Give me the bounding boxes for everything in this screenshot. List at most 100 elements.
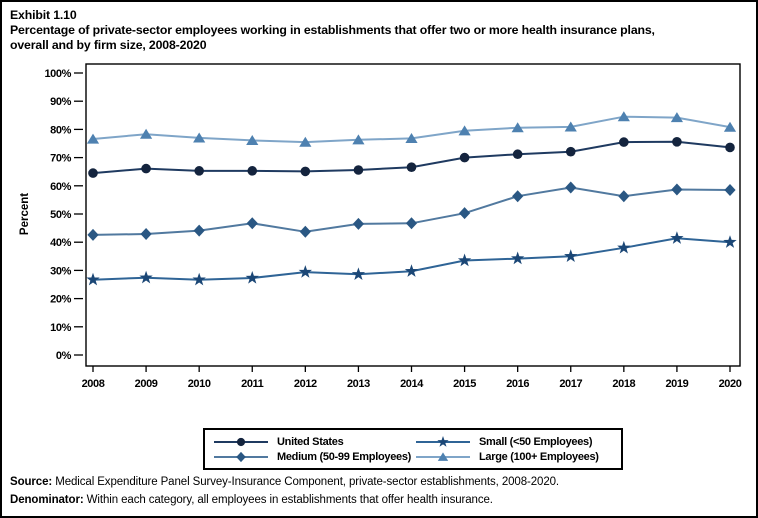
triangle-marker bbox=[352, 134, 365, 145]
x-tick-label: 2015 bbox=[453, 378, 476, 390]
circle-marker bbox=[459, 152, 470, 163]
chart-svg: 0% 10% 20% 30% 40% 50% 60% 70% 80% 90% 100% Percent… bbox=[19, 63, 742, 390]
circle-marker bbox=[619, 137, 629, 147]
x-tick-label: 2018 bbox=[612, 378, 635, 390]
star-marker bbox=[86, 272, 100, 286]
triangle-marker bbox=[86, 133, 100, 144]
legend-sample-medium bbox=[214, 451, 268, 462]
diamond-marker bbox=[671, 183, 683, 196]
star-marker bbox=[723, 235, 737, 248]
legend-item-united-states: United States bbox=[213, 435, 415, 449]
y-tick-label: 0% bbox=[56, 350, 72, 362]
legend-item-large: Large (100+ Employees) bbox=[415, 450, 617, 464]
star-marker bbox=[298, 265, 312, 278]
y-tick-label: 80% bbox=[50, 124, 71, 136]
star-marker bbox=[437, 435, 449, 447]
circle-marker bbox=[406, 162, 417, 172]
triangle-marker bbox=[193, 132, 206, 143]
star-marker bbox=[564, 249, 578, 262]
x-tick-label: 2020 bbox=[719, 378, 742, 390]
circle-marker bbox=[353, 165, 364, 175]
triangle-marker bbox=[405, 133, 418, 144]
denominator-label: Denominator: bbox=[10, 493, 84, 506]
source-label: Source: bbox=[10, 476, 53, 488]
y-tick-label: 40% bbox=[50, 237, 71, 249]
y-tick-label: 90% bbox=[50, 96, 71, 108]
circle-marker bbox=[672, 137, 682, 147]
y-axis-title: Percent bbox=[19, 193, 31, 235]
legend-sample-large bbox=[416, 451, 470, 461]
y-tick-label: 20% bbox=[50, 294, 71, 306]
chart-legend: United States Small (<50 Employees) Medi… bbox=[203, 428, 623, 470]
star-marker bbox=[404, 264, 419, 277]
chart-title-line-2: overall and by firm size, 2008-2020 bbox=[10, 38, 207, 52]
source-note: Source: Medical Expenditure Panel Survey… bbox=[10, 474, 752, 492]
triangle-marker bbox=[246, 134, 259, 145]
star-marker bbox=[192, 272, 206, 286]
x-tick-label: 2009 bbox=[135, 378, 158, 390]
star-marker bbox=[457, 253, 472, 267]
circle-marker bbox=[194, 166, 204, 176]
circle-marker bbox=[141, 163, 151, 174]
diamond-marker bbox=[724, 184, 736, 197]
legend-sample-small bbox=[416, 435, 470, 447]
triangle-marker bbox=[437, 451, 449, 461]
x-tick-label: 2019 bbox=[665, 378, 688, 390]
legend-label-large: Large (100+ Employees) bbox=[479, 450, 599, 463]
triangle-marker bbox=[723, 121, 737, 132]
footer-block: Source: Medical Expenditure Panel Survey… bbox=[10, 474, 752, 509]
x-tick-label: 2017 bbox=[559, 378, 582, 390]
star-marker bbox=[511, 251, 525, 265]
series-large-100-employees bbox=[86, 111, 737, 147]
legend-label-medium: Medium (50-99 Employees) bbox=[277, 450, 412, 463]
series-medium-50-99-employees bbox=[87, 181, 736, 241]
star-marker bbox=[139, 270, 153, 284]
series-united-states bbox=[88, 137, 735, 178]
y-tick-label: 50% bbox=[50, 209, 71, 221]
diamond-marker bbox=[236, 451, 246, 462]
x-tick-label: 2012 bbox=[294, 378, 317, 390]
circle-marker bbox=[300, 166, 311, 177]
diamond-marker bbox=[140, 228, 152, 241]
circle-marker bbox=[247, 166, 258, 176]
circle-marker bbox=[236, 437, 246, 446]
diamond-marker bbox=[352, 217, 365, 230]
diamond-marker bbox=[87, 228, 99, 241]
diamond-marker bbox=[193, 224, 205, 237]
x-tick-label: 2013 bbox=[347, 378, 370, 390]
denominator-text: Within each category, all employees in e… bbox=[83, 493, 493, 506]
diamond-marker bbox=[512, 190, 524, 203]
star-marker bbox=[670, 231, 684, 244]
series-small-50-employees bbox=[86, 231, 737, 286]
triangle-marker bbox=[511, 122, 524, 133]
triangle-marker bbox=[564, 121, 577, 132]
triangle-marker bbox=[139, 128, 153, 139]
denominator-note: Denominator: Within each category, all e… bbox=[10, 492, 752, 510]
x-tick-label: 2008 bbox=[82, 378, 105, 390]
y-tick-label: 10% bbox=[50, 322, 71, 334]
circle-marker bbox=[88, 168, 98, 178]
x-tick-label: 2014 bbox=[400, 378, 424, 390]
diamond-marker bbox=[565, 181, 577, 194]
circle-marker bbox=[512, 149, 523, 160]
x-tick-label: 2010 bbox=[188, 378, 211, 390]
y-tick-label: 70% bbox=[50, 153, 71, 165]
source-text: Medical Expenditure Panel Survey-Insuran… bbox=[52, 476, 560, 488]
star-marker bbox=[351, 267, 366, 281]
legend-label-small: Small (<50 Employees) bbox=[479, 435, 593, 448]
triangle-marker bbox=[670, 112, 684, 123]
triangle-marker bbox=[458, 125, 471, 136]
legend-sample-united-states bbox=[214, 437, 268, 446]
diamond-marker bbox=[618, 190, 630, 203]
x-tick-label: 2011 bbox=[241, 378, 264, 390]
y-tick-label: 100% bbox=[44, 68, 71, 80]
chart-title-line-1: Percentage of private-sector employees w… bbox=[10, 23, 655, 37]
plot-frame bbox=[85, 63, 741, 367]
y-axis: 0% 10% 20% 30% 40% 50% 60% 70% 80% 90% 100% bbox=[44, 68, 83, 362]
x-tick-label: 2016 bbox=[506, 378, 529, 390]
circle-marker bbox=[565, 146, 576, 157]
diamond-marker bbox=[405, 217, 418, 230]
diamond-marker bbox=[246, 217, 258, 230]
circle-marker bbox=[725, 142, 735, 153]
